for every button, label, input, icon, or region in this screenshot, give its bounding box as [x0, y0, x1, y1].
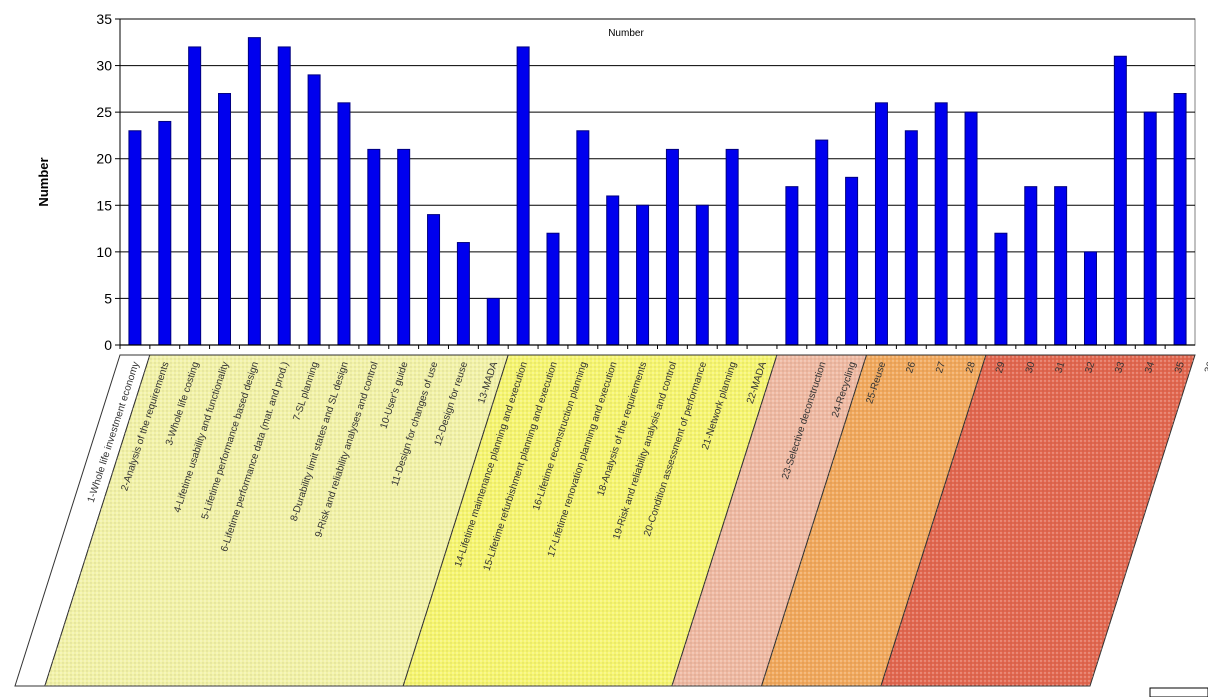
bar	[874, 102, 888, 346]
bar	[456, 242, 470, 346]
category-band-4-texture	[671, 355, 867, 686]
bar	[427, 214, 441, 346]
y-tick-label: 10	[96, 244, 112, 260]
bar	[1113, 55, 1127, 346]
bar	[486, 297, 500, 346]
y-tick-label: 5	[104, 290, 112, 306]
x-tick-label: 29	[994, 360, 1008, 374]
bar	[367, 148, 381, 346]
bar	[576, 130, 590, 346]
bar	[665, 148, 679, 346]
bar	[516, 46, 530, 346]
bar	[188, 46, 202, 346]
bar	[904, 130, 918, 346]
bar	[994, 232, 1008, 346]
legend-box	[1149, 687, 1208, 697]
x-tick-label: 28	[964, 360, 978, 374]
bar	[337, 102, 351, 346]
x-tick-label: 32	[1083, 360, 1097, 374]
bar	[636, 204, 650, 346]
category-band-3-texture	[403, 355, 777, 686]
category-band-2-texture	[44, 355, 509, 686]
x-tick-label: 31	[1054, 360, 1068, 374]
bar	[964, 111, 978, 346]
bar	[845, 176, 859, 346]
y-tick-label: 0	[104, 337, 112, 353]
bar	[546, 232, 560, 346]
y-tick-label: 15	[96, 197, 112, 213]
x-tick-label: 27	[934, 360, 948, 374]
y-tick-label: 30	[96, 58, 112, 74]
bar	[218, 93, 232, 346]
bar	[785, 186, 799, 346]
category-band-5-texture	[761, 355, 986, 686]
y-tick-label: 25	[96, 104, 112, 120]
y-axis-title: Number	[36, 157, 51, 206]
x-tick-label: 35	[1173, 360, 1187, 374]
bar	[1173, 93, 1187, 346]
x-tick-label: 36	[1203, 360, 1208, 374]
bar	[1143, 111, 1157, 346]
bar	[158, 120, 172, 346]
bar	[815, 139, 829, 346]
bar	[934, 102, 948, 346]
x-tick-label: 34	[1143, 360, 1157, 374]
bar	[247, 37, 261, 346]
bar	[606, 195, 620, 346]
y-tick-label: 20	[96, 151, 112, 167]
chart-title: Number	[608, 28, 644, 39]
bar	[695, 204, 709, 346]
bar	[307, 74, 321, 346]
category-band-6-texture	[880, 355, 1195, 686]
bar	[725, 148, 739, 346]
bar	[1054, 186, 1068, 346]
x-tick-label: 26	[904, 360, 918, 374]
y-tick-label: 35	[96, 11, 112, 27]
bar	[1083, 251, 1097, 346]
bar	[1024, 186, 1038, 346]
x-tick-label: 30	[1024, 360, 1038, 374]
bar	[397, 148, 411, 346]
x-tick-label: 33	[1113, 360, 1127, 374]
bar	[128, 130, 142, 346]
bar	[277, 46, 291, 346]
